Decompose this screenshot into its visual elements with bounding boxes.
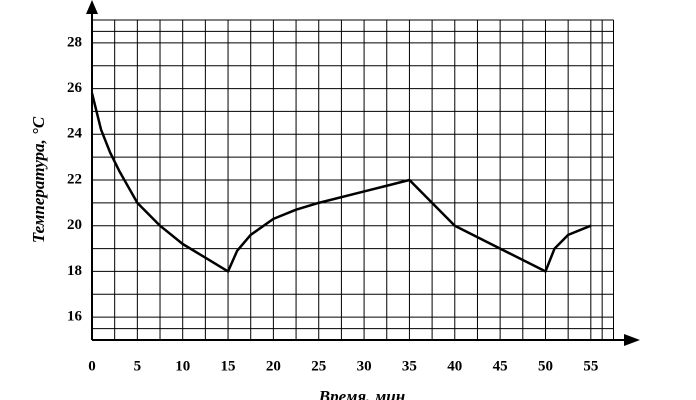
y-tick-label: 26	[67, 80, 83, 96]
x-axis-label: Время, мин	[318, 387, 405, 400]
x-tick-label: 20	[266, 358, 281, 374]
y-tick-label: 24	[67, 126, 83, 142]
axes	[86, 0, 640, 346]
x-tick-label: 0	[88, 358, 96, 374]
x-tick-label: 15	[221, 358, 236, 374]
y-tick-label: 18	[67, 263, 82, 279]
grid	[91, 19, 614, 340]
y-tick-label: 16	[67, 309, 83, 325]
x-tick-label: 45	[493, 358, 508, 374]
temperature-line	[90, 92, 592, 273]
x-tick-label: 50	[538, 358, 553, 374]
y-axis-label: Температура, °C	[29, 116, 48, 243]
y-tick-label: 28	[67, 34, 82, 50]
y-arrow	[86, 0, 98, 14]
x-tick-label: 5	[134, 358, 142, 374]
x-tick-label: 35	[402, 358, 417, 374]
x-tick-label: 40	[447, 358, 462, 374]
x-arrow	[624, 334, 640, 346]
x-tick-label: 55	[583, 358, 598, 374]
x-tick-label: 25	[311, 358, 326, 374]
y-tick-label: 22	[67, 171, 82, 187]
x-tick-label: 10	[175, 358, 190, 374]
y-tick-label: 20	[67, 217, 82, 233]
x-tick-label: 30	[357, 358, 372, 374]
